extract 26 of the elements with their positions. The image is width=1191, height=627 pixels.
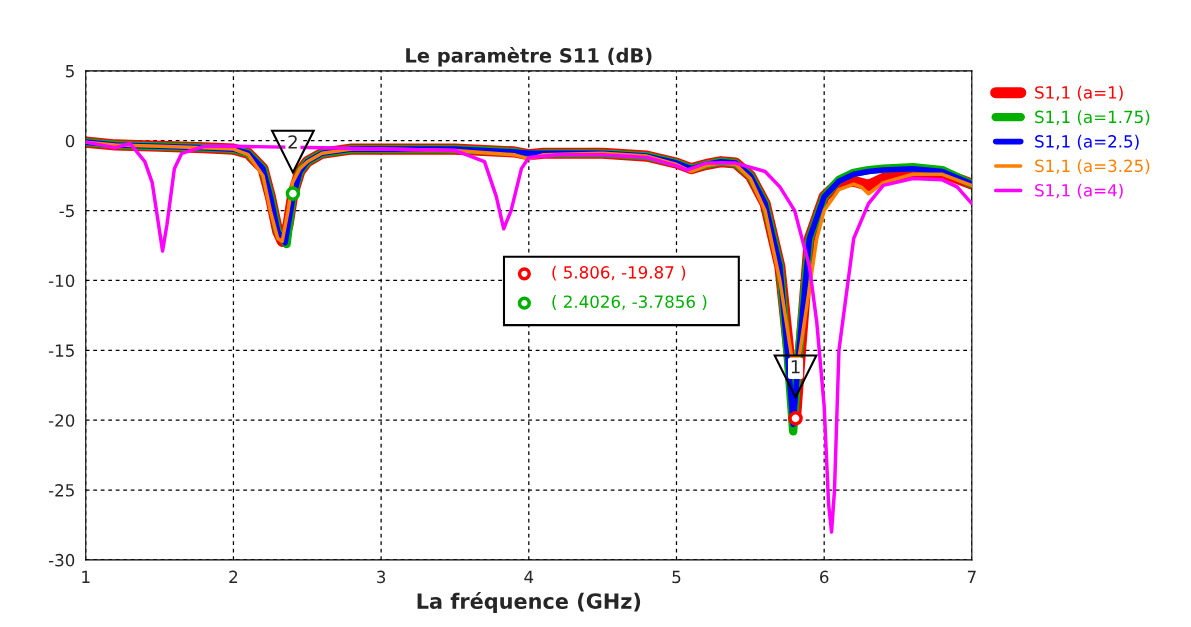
- x-axis-title: La fréquence (GHz): [417, 592, 641, 614]
- x-tick-label: 2: [229, 570, 238, 583]
- x-tick-label: 7: [967, 570, 976, 583]
- x-tick-label: 6: [820, 570, 829, 584]
- y-tick-label: 0: [65, 134, 75, 148]
- x-tick-label: 5: [672, 570, 681, 584]
- annotation: ( 2.4026, -3.7856 ): [552, 295, 707, 310]
- y-tick-label: 5: [66, 65, 74, 78]
- y-tick-label: -30: [48, 553, 75, 567]
- x-tick-label: 4: [524, 570, 534, 583]
- annotation: 2: [288, 135, 297, 149]
- y-tick-label: -25: [48, 484, 74, 497]
- x-tick-label: 1: [82, 570, 90, 583]
- y-tick-label: -15: [48, 344, 74, 357]
- legend-label: S1,1 (a=1.75): [1035, 110, 1150, 126]
- legend-label: S1,1 (a=2.5): [1035, 134, 1139, 150]
- chart-title: Le paramètre S11 (dB): [406, 46, 652, 67]
- y-tick-label: -10: [48, 274, 75, 288]
- legend-label: S1,1 (a=1): [1035, 85, 1123, 101]
- annotation: ( 5.806, -19.87 ): [552, 265, 686, 281]
- y-tick-label: -5: [59, 204, 74, 218]
- y-tick-label: -20: [48, 414, 75, 427]
- legend-label: S1,1 (a=3.25): [1035, 159, 1150, 175]
- x-tick-label: 3: [377, 570, 386, 584]
- legend-label: S1,1 (a=4): [1035, 183, 1123, 199]
- annotation: 1: [791, 360, 800, 374]
